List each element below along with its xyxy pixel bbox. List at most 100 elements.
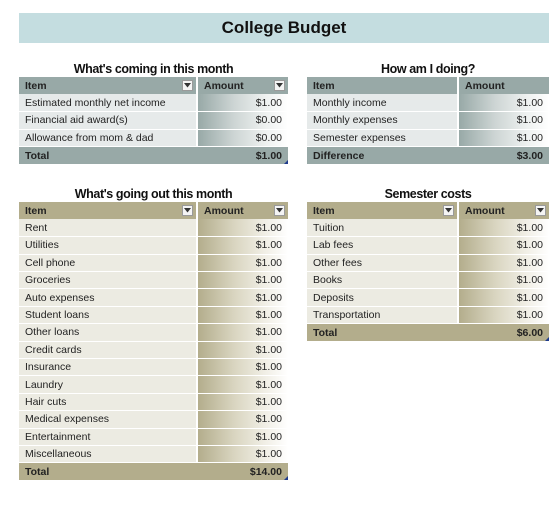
- item-header-label: Item: [313, 204, 335, 217]
- dropdown-arrow-icon[interactable]: [274, 80, 285, 91]
- how-am-i-doing-table: Item Amount Monthly income $1.00 Monthly…: [307, 77, 549, 164]
- amount-cell[interactable]: $1.00: [458, 271, 549, 289]
- amount-cell[interactable]: $1.00: [458, 94, 549, 112]
- how-am-i-doing-title: How am I doing?: [381, 62, 475, 76]
- amount-column-header: Amount: [458, 202, 549, 220]
- amount-cell[interactable]: $1.00: [197, 219, 288, 237]
- item-cell[interactable]: Credit cards: [19, 341, 198, 359]
- item-cell[interactable]: Medical expenses: [19, 410, 198, 429]
- item-cell[interactable]: Other fees: [307, 254, 459, 272]
- amount-cell[interactable]: $1.00: [197, 410, 288, 429]
- amount-cell[interactable]: $1.00: [197, 445, 288, 463]
- item-cell[interactable]: Allowance from mom & dad: [19, 129, 198, 147]
- item-cell[interactable]: Insurance: [19, 358, 198, 376]
- difference-value[interactable]: $3.00: [458, 146, 549, 164]
- amount-cell[interactable]: $1.00: [458, 306, 549, 324]
- total-value[interactable]: $1.00: [197, 146, 288, 164]
- item-cell[interactable]: Hair cuts: [19, 393, 198, 411]
- item-cell[interactable]: Tuition: [307, 219, 459, 237]
- amount-cell[interactable]: $1.00: [458, 254, 549, 272]
- amount-cell[interactable]: $1.00: [197, 341, 288, 359]
- table-row: Other loans $1.00: [19, 323, 288, 342]
- dropdown-arrow-icon[interactable]: [535, 205, 546, 216]
- table-row: Utilities $1.00: [19, 236, 288, 255]
- item-cell[interactable]: Monthly income: [307, 94, 459, 112]
- amount-cell[interactable]: $1.00: [197, 288, 288, 307]
- item-cell[interactable]: Deposits: [307, 288, 459, 307]
- item-cell[interactable]: Entertainment: [19, 428, 198, 446]
- table-row: Books $1.00: [307, 271, 549, 289]
- item-cell[interactable]: Lab fees: [307, 236, 459, 255]
- item-header-label: Item: [25, 79, 47, 92]
- amount-column-header: Amount: [458, 77, 549, 95]
- total-row: Total $14.00: [19, 462, 288, 481]
- semester-costs-title: Semester costs: [384, 187, 472, 201]
- item-cell[interactable]: Transportation: [307, 306, 459, 324]
- amount-cell[interactable]: $1.00: [197, 236, 288, 255]
- item-cell[interactable]: Financial aid award(s): [19, 111, 198, 130]
- item-cell[interactable]: Other loans: [19, 323, 198, 342]
- amount-cell[interactable]: $1.00: [197, 306, 288, 324]
- item-cell[interactable]: Utilities: [19, 236, 198, 255]
- table-row: Student loans $1.00: [19, 306, 288, 324]
- amount-cell[interactable]: $1.00: [458, 219, 549, 237]
- amount-cell[interactable]: $1.00: [458, 111, 549, 130]
- amount-header-label: Amount: [204, 204, 244, 217]
- table-row: Monthly expenses $1.00: [307, 111, 549, 130]
- amount-cell[interactable]: $1.00: [197, 358, 288, 376]
- amount-cell[interactable]: $1.00: [197, 428, 288, 446]
- dropdown-arrow-icon[interactable]: [182, 205, 193, 216]
- difference-row: Difference $3.00: [307, 146, 549, 164]
- item-column-header: Item: [19, 77, 198, 95]
- table-row: Estimated monthly net income $1.00: [19, 94, 288, 112]
- amount-column-header: Amount: [197, 202, 288, 220]
- coming-in-title: What's coming in this month: [73, 62, 234, 76]
- item-cell[interactable]: Groceries: [19, 271, 198, 289]
- amount-header-label: Amount: [204, 79, 244, 92]
- table-row: Cell phone $1.00: [19, 254, 288, 272]
- table-row: Miscellaneous $1.00: [19, 445, 288, 463]
- item-header-label: Item: [25, 204, 47, 217]
- total-value[interactable]: $6.00: [458, 323, 549, 342]
- amount-cell[interactable]: $1.00: [458, 129, 549, 147]
- table-row: Auto expenses $1.00: [19, 288, 288, 307]
- corner-marker-icon: [284, 476, 288, 481]
- semester-costs-section: Semester costs Item Amount Tuition $1.00 …: [307, 186, 549, 342]
- amount-cell[interactable]: $1.00: [197, 375, 288, 394]
- dropdown-arrow-icon[interactable]: [274, 205, 285, 216]
- item-cell[interactable]: Semester expenses: [307, 129, 459, 147]
- amount-cell[interactable]: $1.00: [197, 94, 288, 112]
- item-column-header: Item: [307, 202, 459, 220]
- item-cell[interactable]: Cell phone: [19, 254, 198, 272]
- item-cell[interactable]: Student loans: [19, 306, 198, 324]
- corner-marker-icon: [545, 337, 549, 342]
- item-cell[interactable]: Books: [307, 271, 459, 289]
- table-row: Monthly income $1.00: [307, 94, 549, 112]
- amount-cell[interactable]: $1.00: [197, 254, 288, 272]
- item-cell[interactable]: Monthly expenses: [307, 111, 459, 130]
- going-out-title: What's going out this month: [74, 187, 233, 201]
- going-out-section: What's going out this month Item Amount …: [19, 186, 288, 481]
- amount-cell[interactable]: $1.00: [197, 323, 288, 342]
- table-row: Medical expenses $1.00: [19, 410, 288, 429]
- item-cell[interactable]: Laundry: [19, 375, 198, 394]
- dropdown-arrow-icon[interactable]: [182, 80, 193, 91]
- dropdown-arrow-icon[interactable]: [443, 205, 454, 216]
- item-cell[interactable]: Miscellaneous: [19, 445, 198, 463]
- total-value[interactable]: $14.00: [197, 462, 288, 481]
- table-row: Other fees $1.00: [307, 254, 549, 272]
- item-cell[interactable]: Rent: [19, 219, 198, 237]
- amount-cell[interactable]: $1.00: [197, 271, 288, 289]
- item-cell[interactable]: Estimated monthly net income: [19, 94, 198, 112]
- item-column-header: Item: [19, 202, 198, 220]
- amount-cell[interactable]: $1.00: [458, 236, 549, 255]
- amount-cell[interactable]: $0.00: [197, 129, 288, 147]
- item-cell[interactable]: Auto expenses: [19, 288, 198, 307]
- total-label: Total: [19, 462, 197, 481]
- total-label: Total: [307, 323, 458, 342]
- amount-cell[interactable]: $1.00: [197, 393, 288, 411]
- amount-cell[interactable]: $1.00: [458, 288, 549, 307]
- table-row: Allowance from mom & dad $0.00: [19, 129, 288, 147]
- amount-cell[interactable]: $0.00: [197, 111, 288, 130]
- coming-in-table: Item Amount Estimated monthly net income…: [19, 77, 288, 164]
